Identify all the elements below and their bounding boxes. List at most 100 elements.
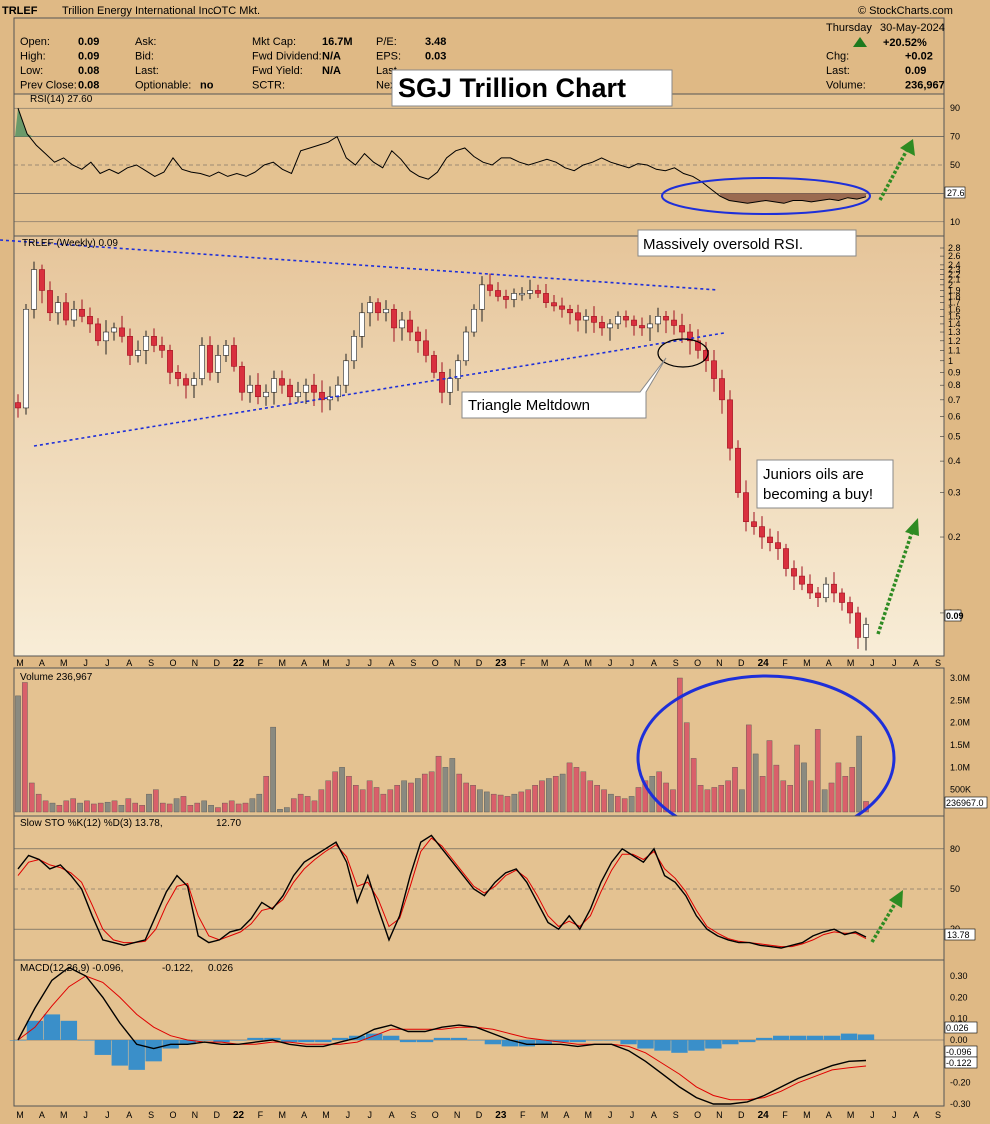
month-label: N	[716, 1110, 723, 1120]
candle-body	[415, 331, 421, 342]
candle-body	[63, 302, 69, 321]
volume-label: Volume 236,967	[20, 672, 93, 683]
price-tick-label: 0.4	[948, 456, 961, 466]
candle-body	[255, 384, 261, 398]
volume-bar	[683, 722, 690, 813]
volume-bar	[842, 776, 849, 813]
macd-histogram-bar	[281, 1040, 298, 1043]
volume-bar	[704, 789, 711, 813]
macd-histogram-bar	[671, 1040, 688, 1053]
candle-body	[191, 378, 197, 386]
volume-bar	[566, 762, 573, 813]
header-field-label: Ask:	[135, 36, 156, 48]
macd-histogram-bar	[484, 1040, 502, 1045]
candle-body	[455, 360, 461, 379]
price-candles	[15, 261, 869, 651]
macd-histogram-bar	[264, 1037, 281, 1040]
header-field-label: P/E:	[376, 36, 397, 48]
volume-bar	[339, 767, 345, 813]
price-tick-label: 1.4	[948, 319, 961, 329]
month-label: A	[389, 1110, 395, 1120]
price-tick-label: 1.9	[948, 285, 961, 295]
volume-bar	[615, 796, 621, 813]
volume-bar	[794, 744, 800, 813]
volume-bar	[477, 789, 483, 813]
volume-bar	[394, 785, 400, 813]
change-percent: +20.52%	[883, 37, 927, 49]
watermark: © StockCharts.com	[858, 5, 953, 17]
volume-bar	[222, 802, 228, 813]
rsi-line	[17, 108, 867, 204]
up-triangle-icon	[853, 37, 867, 47]
rsi-label: RSI(14) 27.60	[30, 94, 93, 105]
macd-last-value: -0.122	[946, 1058, 972, 1068]
volume-bar	[697, 785, 704, 813]
month-label: J	[83, 658, 88, 668]
month-label: A	[651, 1110, 657, 1120]
macd-panel: 0.300.200.100.00-0.10-0.20-0.300.026-0.0…	[9, 959, 978, 1109]
volume-bar	[828, 782, 835, 813]
volume-bar	[77, 802, 83, 813]
volume-bar	[773, 764, 780, 813]
macd-histogram-bar	[552, 1040, 569, 1043]
month-label: M	[585, 658, 593, 668]
volume-bar	[442, 767, 449, 813]
month-label: A	[39, 1110, 45, 1120]
stochastic-tick-label: 50	[950, 884, 960, 894]
month-label: J	[367, 1110, 372, 1120]
volume-tick-label: 500K	[950, 785, 971, 795]
macd-histogram-bar	[518, 1040, 535, 1047]
candle-body	[247, 384, 253, 393]
volume-bar	[856, 735, 862, 813]
volume-bar	[208, 805, 214, 813]
volume-bar	[821, 789, 828, 813]
macd-histogram-bar	[789, 1035, 807, 1040]
header-field-label: EPS:	[376, 51, 401, 63]
header-field-label: Nex	[376, 80, 396, 92]
volume-bars	[15, 677, 869, 813]
candle-body	[767, 536, 773, 543]
month-label: J	[892, 658, 897, 668]
candle-body	[671, 319, 677, 326]
volume-bar	[194, 802, 201, 813]
price-last-badge	[944, 609, 962, 622]
candle-body	[287, 384, 293, 398]
month-label: A	[39, 658, 45, 668]
candle-body	[383, 308, 389, 314]
month-label: J	[105, 1110, 110, 1120]
candle-body	[335, 384, 341, 398]
macd-histogram-bar	[603, 1040, 620, 1041]
candle-body	[439, 372, 445, 393]
stochastic-panel-frame	[13, 815, 945, 961]
month-label: F	[258, 658, 264, 668]
candle-body	[447, 378, 453, 393]
macd-histogram-bar	[230, 1040, 247, 1041]
candle-body	[695, 340, 701, 351]
volume-bar	[173, 798, 180, 813]
candle-body	[759, 526, 765, 538]
price-panel-frame	[13, 235, 945, 657]
candle-body	[143, 336, 149, 351]
macd-histogram-bar	[213, 1040, 230, 1043]
month-label: O	[169, 658, 176, 668]
price-tick-label: 1	[948, 356, 953, 366]
volume-bar	[290, 798, 297, 813]
year-label: 22	[233, 1110, 245, 1121]
volume-bar	[180, 796, 187, 813]
volume-bar	[56, 805, 63, 813]
volume-bar	[91, 803, 97, 813]
volume-bar	[580, 771, 587, 813]
macd-histogram-bar	[569, 1040, 586, 1043]
month-label: J	[870, 1110, 875, 1120]
month-label: F	[258, 1110, 264, 1120]
rsi-up-arrow-head	[900, 139, 915, 156]
candle-body	[175, 372, 181, 379]
candle-body	[279, 378, 285, 386]
month-label: A	[563, 1110, 569, 1120]
candle-body	[367, 302, 373, 314]
volume-bar	[380, 793, 387, 813]
stochastic-up-arrow-head	[889, 890, 903, 908]
triangle-note-box	[461, 357, 667, 419]
volume-bar	[428, 771, 435, 813]
month-label: M	[322, 658, 330, 668]
